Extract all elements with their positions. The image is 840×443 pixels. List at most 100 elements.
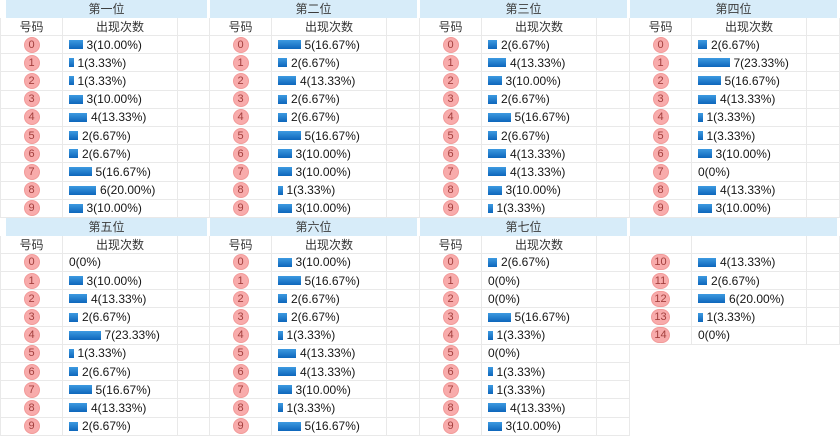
frequency-label: 4(13.33%) — [510, 146, 566, 161]
frequency-label: 5(16.67%) — [95, 382, 151, 397]
frequency-label: 1(3.33%) — [706, 128, 756, 143]
frequency-label: 5(16.67%) — [95, 164, 151, 179]
count-cell: 0(0%) — [482, 344, 597, 363]
header-spare-cell — [387, 18, 420, 36]
spare-cell — [387, 253, 420, 273]
frequency-label: 2(6.67%) — [291, 310, 340, 325]
table-title: 第四位 — [630, 0, 840, 18]
frequency-bar — [488, 131, 497, 141]
table-header-row: 号码 出现次数 — [210, 235, 420, 254]
number-badge: 4 — [23, 109, 40, 126]
table-row: 2 5(16.67%) — [630, 72, 840, 91]
table-row: 3 5(16.67%) — [420, 308, 630, 327]
table-row: 9 3(10.00%) — [210, 199, 420, 218]
frequency-bar — [698, 312, 703, 322]
column-header-number: 号码 — [1, 235, 63, 254]
table-row: 0 2(6.67%) — [630, 36, 840, 55]
table-row: 1 4(13.33%) — [420, 54, 630, 73]
table-row: 2 1(3.33%) — [0, 72, 210, 91]
frequency-bar — [69, 131, 78, 141]
frequency-bar — [69, 94, 83, 104]
frequency-label: 2(6.67%) — [82, 364, 131, 379]
count-cell: 7(23.33%) — [63, 326, 178, 345]
frequency-bar — [278, 40, 301, 50]
table-row: 10 4(13.33%) — [630, 253, 840, 273]
header-spare-cell — [807, 18, 840, 36]
frequency-bar — [698, 131, 703, 141]
frequency-label: 1(3.33%) — [286, 328, 336, 343]
number-badge: 4 — [442, 109, 459, 126]
spare-cell — [597, 126, 630, 146]
number-cell: 2 — [630, 72, 692, 91]
count-cell: 5(16.67%) — [272, 126, 387, 146]
spare-cell — [178, 417, 210, 436]
spare-cell — [387, 145, 420, 164]
column-header-number: 号码 — [420, 235, 482, 254]
spare-cell — [807, 126, 840, 146]
frequency-bar — [278, 421, 301, 431]
count-cell: 2(6.67%) — [272, 108, 387, 127]
count-cell: 2(6.67%) — [272, 308, 387, 327]
number-cell: 14 — [630, 326, 692, 345]
frequency-bar — [698, 58, 730, 68]
header-spare-cell — [387, 235, 420, 254]
number-cell: 8 — [1, 181, 63, 200]
count-cell: 0(0%) — [63, 253, 178, 273]
frequency-bar — [488, 367, 493, 377]
frequency-bar — [69, 276, 83, 286]
frequency-label: 6(20.00%) — [729, 291, 785, 306]
frequency-label: 0(0%) — [698, 328, 731, 343]
frequency-bar — [488, 203, 493, 213]
frequency-label: 6(20.00%) — [100, 183, 156, 198]
number-cell: 8 — [420, 181, 482, 200]
spare-cell — [807, 253, 840, 273]
table-row: 8 1(3.33%) — [210, 181, 420, 200]
count-cell: 4(13.33%) — [482, 54, 597, 73]
number-cell: 3 — [210, 308, 272, 327]
frequency-bar — [698, 40, 707, 50]
number-cell: 4 — [210, 326, 272, 345]
frequency-label: 1(3.33%) — [496, 364, 546, 379]
frequency-label: 2(6.67%) — [82, 419, 131, 434]
frequency-label: 2(6.67%) — [291, 110, 340, 125]
table-row: 8 1(3.33%) — [210, 399, 420, 418]
number-badge: 1 — [232, 54, 249, 71]
number-badge: 6 — [652, 145, 669, 162]
frequency-bar — [278, 94, 287, 104]
spare-cell — [597, 199, 630, 218]
table-row: 3 2(6.67%) — [0, 308, 210, 327]
number-cell: 6 — [1, 145, 63, 164]
frequency-label: 4(13.33%) — [720, 255, 776, 270]
number-cell: 0 — [630, 36, 692, 55]
table-title: 第七位 — [420, 217, 630, 236]
table-row: 5 1(3.33%) — [0, 344, 210, 363]
count-cell: 3(10.00%) — [63, 36, 178, 55]
count-cell: 5(16.67%) — [272, 272, 387, 291]
table-row: 13 1(3.33%) — [630, 308, 840, 327]
column-header-count: 出现次数 — [482, 18, 597, 36]
table-row: 6 4(13.33%) — [420, 145, 630, 164]
number-badge: 1 — [232, 272, 249, 289]
number-cell: 0 — [420, 253, 482, 273]
table-row: 9 3(10.00%) — [630, 199, 840, 218]
count-cell: 2(6.67%) — [63, 308, 178, 327]
number-cell: 5 — [1, 126, 63, 146]
table-row: 6 3(10.00%) — [210, 145, 420, 164]
count-cell: 6(20.00%) — [63, 181, 178, 200]
frequency-label: 2(6.67%) — [711, 37, 760, 52]
spare-cell — [807, 36, 840, 55]
frequency-bar — [488, 94, 497, 104]
number-badge: 8 — [442, 399, 459, 416]
number-cell: 5 — [210, 344, 272, 363]
frequency-bar — [278, 257, 292, 267]
frequency-label: 4(13.33%) — [91, 110, 147, 125]
number-cell: 4 — [420, 108, 482, 127]
spare-cell — [807, 199, 840, 218]
table-row: 5 0(0%) — [420, 344, 630, 363]
frequency-label: 4(13.33%) — [91, 400, 147, 415]
number-badge: 9 — [23, 200, 40, 217]
count-cell: 4(13.33%) — [692, 253, 807, 273]
table-row: 5 2(6.67%) — [0, 126, 210, 146]
number-badge: 8 — [232, 399, 249, 416]
